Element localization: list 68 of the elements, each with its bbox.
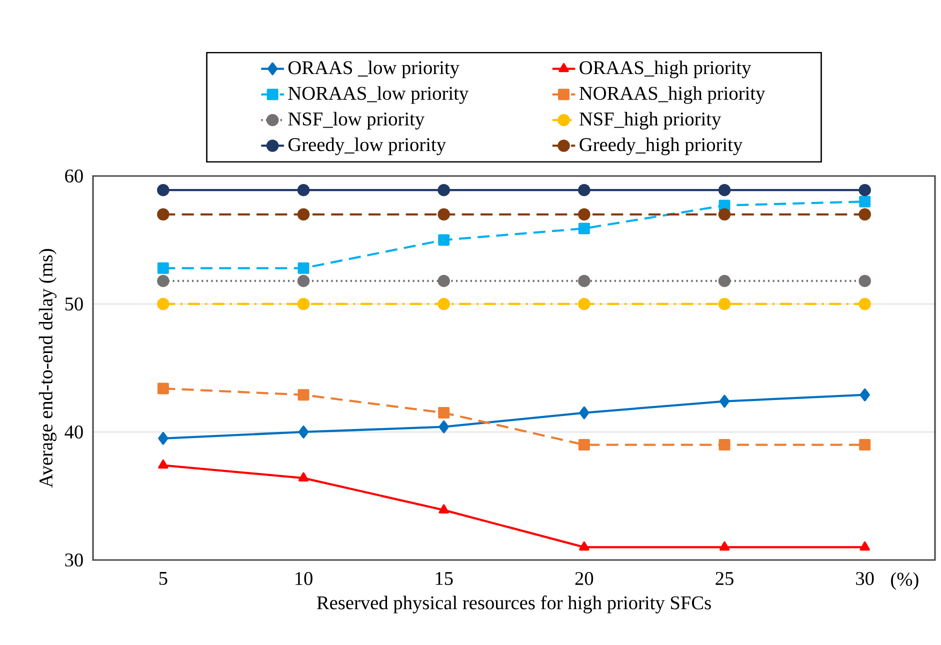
point [298, 472, 309, 482]
point [719, 541, 730, 551]
point [158, 460, 168, 469]
x-tick-label: 5 [159, 572, 168, 585]
point [438, 298, 450, 310]
point [438, 208, 450, 221]
legend-label: NSF_high priority [579, 112, 722, 130]
text: (%) [891, 572, 918, 590]
legend-label: Greedy_low priority [288, 138, 446, 156]
point [297, 298, 310, 310]
point [298, 389, 310, 401]
x-axis-title: Reserved physical resources for high priority SFCs [316, 596, 711, 614]
point [859, 196, 871, 208]
point [438, 184, 450, 196]
point [438, 407, 450, 419]
legend-label: NORAAS_high priority [579, 86, 766, 104]
x-tick-label: 10 [296, 572, 312, 586]
y-tick-label: 60 [65, 169, 83, 183]
point [858, 208, 871, 221]
x-tick-label: 20 [575, 572, 594, 586]
point [578, 184, 590, 196]
y-tick-label: 50 [65, 297, 83, 311]
point [157, 184, 170, 196]
legend-label: Greedy_high priority [580, 138, 743, 156]
point [579, 541, 590, 551]
point [579, 406, 590, 420]
point [858, 184, 871, 196]
x-tick-label: 15 [436, 572, 453, 585]
point [157, 298, 170, 310]
point [297, 274, 310, 288]
y-tick-label: 40 [64, 425, 83, 439]
legend-label: ORAAS _low priority [288, 60, 460, 78]
point [578, 274, 590, 288]
point [157, 382, 169, 394]
point [578, 298, 590, 310]
point [578, 439, 590, 451]
point [859, 439, 871, 451]
x-tick-label: 30 [856, 572, 874, 586]
point [718, 274, 731, 288]
point [297, 208, 310, 221]
point [438, 274, 450, 288]
point [578, 222, 590, 234]
y-tick-label: 30 [65, 553, 83, 567]
point [718, 208, 731, 221]
legend-label: NORAAS_low priority [288, 86, 469, 104]
point [157, 274, 170, 288]
point [718, 298, 731, 310]
point [298, 426, 309, 438]
x-tick-label: 25 [716, 572, 734, 586]
point [718, 184, 731, 196]
point [860, 541, 870, 551]
point [297, 184, 310, 196]
point [158, 432, 168, 445]
point [858, 298, 871, 310]
point [438, 234, 450, 246]
legend-label: ORAAS_high priority [580, 60, 752, 78]
point [718, 439, 730, 451]
legend-label: NSF_low priority [288, 112, 425, 130]
point [719, 394, 730, 408]
point [438, 504, 449, 514]
point [298, 262, 310, 274]
point [157, 208, 170, 221]
y-axis-title: Average end-to-end delay (ms) [38, 249, 56, 488]
point [438, 420, 449, 434]
point [157, 262, 169, 274]
point [578, 208, 590, 221]
point [860, 388, 870, 402]
point [858, 274, 871, 288]
